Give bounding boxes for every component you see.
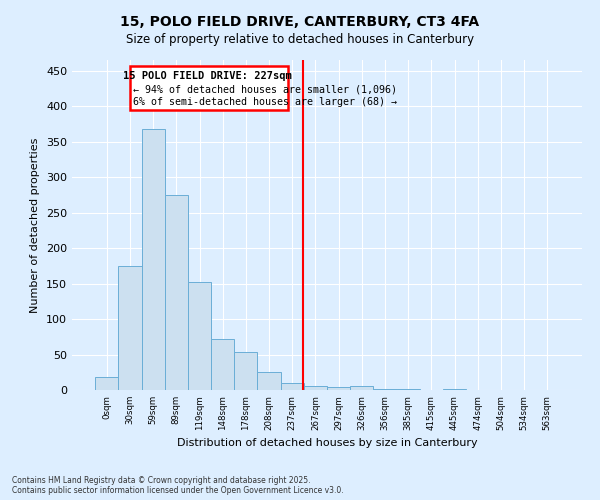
Bar	[350, 386, 373, 390]
Bar	[118, 266, 142, 390]
Bar	[211, 339, 234, 390]
Bar	[327, 387, 350, 390]
Text: 15 POLO FIELD DRIVE: 227sqm: 15 POLO FIELD DRIVE: 227sqm	[123, 72, 292, 82]
Bar	[373, 388, 397, 390]
FancyBboxPatch shape	[130, 66, 287, 110]
Bar	[257, 372, 281, 390]
Text: ← 94% of detached houses are smaller (1,096): ← 94% of detached houses are smaller (1,…	[133, 84, 397, 94]
Text: 6% of semi-detached houses are larger (68) →: 6% of semi-detached houses are larger (6…	[133, 97, 397, 107]
Y-axis label: Number of detached properties: Number of detached properties	[31, 138, 40, 312]
Text: Contains HM Land Registry data © Crown copyright and database right 2025.
Contai: Contains HM Land Registry data © Crown c…	[12, 476, 344, 495]
Bar	[142, 129, 165, 390]
Bar	[234, 352, 257, 390]
Text: 15, POLO FIELD DRIVE, CANTERBURY, CT3 4FA: 15, POLO FIELD DRIVE, CANTERBURY, CT3 4F…	[121, 15, 479, 29]
Bar	[188, 282, 211, 390]
X-axis label: Distribution of detached houses by size in Canterbury: Distribution of detached houses by size …	[176, 438, 478, 448]
Bar	[95, 377, 118, 390]
Bar	[165, 195, 188, 390]
Bar	[304, 386, 327, 390]
Text: Size of property relative to detached houses in Canterbury: Size of property relative to detached ho…	[126, 32, 474, 46]
Bar	[281, 383, 304, 390]
